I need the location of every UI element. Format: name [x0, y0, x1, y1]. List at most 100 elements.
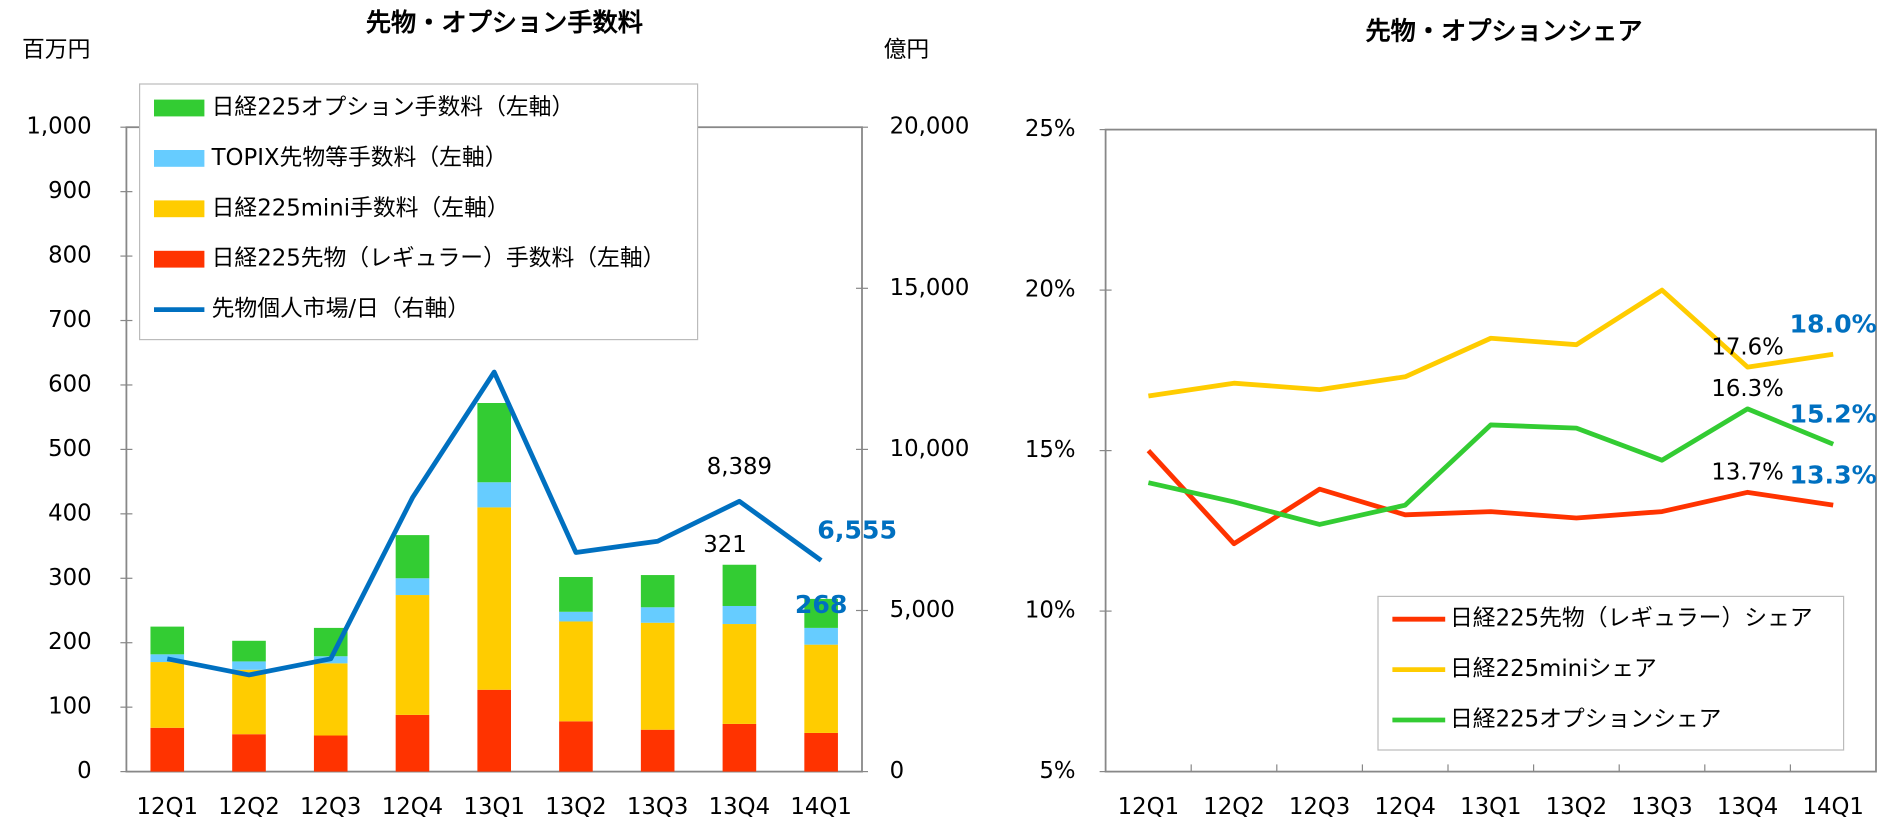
y-tick-label: 20%: [1025, 277, 1076, 303]
y-tick-label: 1,000: [26, 114, 91, 140]
y-tick-label: 400: [48, 500, 92, 526]
bar-segment: [150, 662, 185, 728]
y-tick-label: 0: [77, 758, 92, 784]
legend-frame: [139, 83, 699, 341]
bar-segment: [232, 669, 266, 735]
line-series: [1147, 406, 1835, 527]
x-tick-label: 14Q1: [1802, 794, 1863, 820]
bar-segment: [477, 507, 511, 690]
y-tick-label: 700: [48, 307, 92, 333]
x-tick-label: 13Q3: [1631, 794, 1692, 820]
data-label: 18.0%: [1790, 310, 1877, 339]
y2-tick-label: 0: [890, 758, 905, 784]
bar-segment: [395, 535, 430, 579]
y-tick-label: 10%: [1025, 598, 1076, 624]
bar-segment: [640, 622, 675, 730]
bar-segment: [640, 607, 675, 623]
line-series: [1148, 287, 1834, 399]
legend-swatch: [154, 150, 205, 167]
line-series: [166, 369, 823, 678]
y-tick-label: 200: [48, 629, 92, 655]
data-label: 6,555: [817, 516, 897, 545]
x-tick-label: 13Q2: [1546, 794, 1607, 820]
legend-swatch: [154, 200, 205, 218]
legend-frame: [1377, 595, 1845, 751]
bar-segment: [804, 732, 838, 772]
x-tick-label: 12Q1: [1118, 794, 1179, 820]
bar-segment: [722, 564, 757, 606]
y-tick-label: 100: [48, 694, 92, 720]
bar-segment: [722, 605, 757, 625]
x-tick-label: 12Q4: [1374, 794, 1435, 820]
y2-axis-label: 億円: [884, 37, 930, 63]
bar-segment: [477, 403, 511, 483]
y-tick-label: 25%: [1025, 116, 1076, 142]
y-tick-label: 300: [48, 565, 92, 591]
bar-segment: [232, 661, 266, 670]
x-tick-label: 12Q2: [1203, 794, 1264, 820]
legend-label: TOPIX先物等手数料（左軸）: [211, 145, 508, 171]
data-label: 17.6%: [1711, 334, 1783, 360]
y-tick-label: 600: [48, 371, 92, 397]
bar-segment: [559, 721, 593, 772]
bar-segment: [804, 627, 838, 645]
bar-segment: [150, 727, 185, 772]
bar-segment: [559, 576, 593, 612]
y-axis-label: 百万円: [22, 37, 90, 63]
bar-segment: [313, 663, 348, 736]
bar-segment: [395, 595, 430, 715]
data-label: 13.3%: [1790, 460, 1877, 489]
y-tick-label: 500: [48, 436, 92, 462]
legend-label: 日経225mini手数料（左軸）: [212, 195, 510, 221]
legend-label: 日経225オプション手数料（左軸）: [212, 95, 575, 121]
data-label: 16.3%: [1711, 376, 1783, 402]
data-label: 8,389: [707, 454, 772, 480]
bar-segment: [395, 578, 430, 596]
x-tick-label: 13Q1: [1460, 794, 1521, 820]
chart-title: 先物・オプション手数料: [366, 8, 643, 37]
data-label: 15.2%: [1790, 399, 1877, 428]
bar-segment: [232, 640, 266, 662]
x-tick-label: 12Q1: [137, 794, 198, 820]
y2-tick-label: 10,000: [890, 436, 970, 462]
annotation: 321: [703, 532, 747, 558]
x-tick-label: 12Q4: [382, 794, 443, 820]
x-tick-label: 13Q4: [1717, 794, 1778, 820]
legend-label: 日経225オプションシェア: [1450, 707, 1721, 733]
bar-segment: [559, 611, 593, 622]
bar-segment: [150, 626, 185, 655]
bar-segment: [722, 624, 757, 724]
bar-segment: [150, 654, 185, 663]
x-tick-label: 12Q2: [218, 794, 279, 820]
x-tick-label: 13Q2: [545, 794, 606, 820]
y2-tick-label: 5,000: [890, 597, 955, 623]
bar-segment: [722, 723, 757, 772]
x-tick-label: 13Q4: [709, 794, 770, 820]
x-tick-label: 13Q1: [463, 794, 524, 820]
legend-label: 日経225先物（レギュラー）シェア: [1450, 606, 1813, 632]
bar-segment: [232, 734, 266, 772]
annotation: 268: [795, 590, 848, 619]
line-series: [1146, 448, 1834, 547]
legend-label: 先物個人市場/日（右軸）: [212, 296, 470, 322]
bar-segment: [804, 644, 838, 733]
bar-segment: [477, 689, 511, 772]
y2-tick-label: 20,000: [890, 114, 970, 140]
bar-segment: [477, 482, 511, 508]
y-tick-label: 800: [48, 243, 92, 269]
chart-title: 先物・オプションシェア: [1365, 16, 1642, 45]
bar-segment: [313, 735, 348, 772]
x-tick-label: 14Q1: [790, 794, 851, 820]
legend-label: 日経225miniシェア: [1450, 656, 1657, 682]
bar-segment: [640, 575, 675, 608]
bar-segment: [640, 729, 675, 772]
legend-swatch: [154, 250, 205, 268]
y-tick-label: 900: [48, 178, 92, 204]
legend-swatch: [154, 99, 205, 117]
bar-segment: [559, 621, 593, 722]
legend-label: 日経225先物（レギュラー）手数料（左軸）: [212, 246, 666, 272]
y-tick-label: 5%: [1039, 758, 1075, 784]
bar-segment: [804, 598, 838, 628]
